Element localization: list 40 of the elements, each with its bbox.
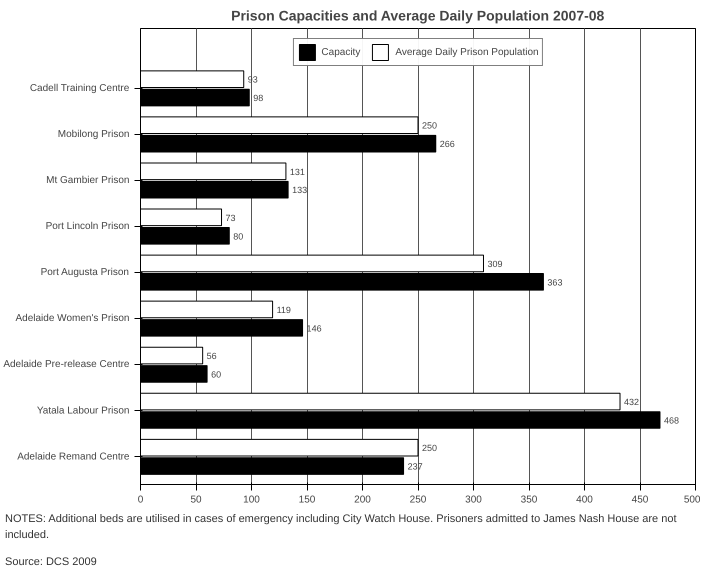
x-tick-label: 500 bbox=[684, 494, 701, 506]
data-label: 80 bbox=[233, 231, 244, 242]
y-tick-label: Port Lincoln Prison bbox=[46, 221, 130, 232]
data-label: 468 bbox=[664, 416, 680, 426]
x-tick-label: 450 bbox=[632, 494, 649, 506]
x-tick-label: 200 bbox=[354, 494, 372, 506]
x-tick-label: 250 bbox=[410, 494, 427, 506]
chart-title: Prison Capacities and Average Daily Population 2007-08 bbox=[231, 8, 605, 24]
data-label: 266 bbox=[440, 139, 455, 150]
data-label: 309 bbox=[487, 258, 503, 269]
y-tick-label: Port Augusta Prison bbox=[40, 267, 129, 278]
data-label: 250 bbox=[422, 443, 438, 454]
data-label: 363 bbox=[547, 277, 562, 288]
x-tick-label: 0 bbox=[138, 494, 144, 506]
data-label: 73 bbox=[226, 212, 236, 223]
y-tick-label: Adelaide Remand Centre bbox=[17, 451, 130, 462]
data-label: 60 bbox=[211, 369, 222, 380]
data-label: 133 bbox=[292, 185, 308, 196]
legend-label: Average Daily Prison Population bbox=[395, 46, 539, 58]
data-label: 56 bbox=[206, 351, 217, 362]
data-label: 131 bbox=[290, 166, 305, 177]
data-label: 432 bbox=[624, 397, 640, 408]
y-tick-label: Adelaide Pre-release Centre bbox=[3, 359, 130, 370]
legend-label: Capacity bbox=[321, 46, 360, 58]
y-tick-label: Mt Gambier Prison bbox=[46, 175, 130, 186]
y-tick-label: Adelaide Women's Prison bbox=[15, 313, 130, 324]
x-tick-label: 50 bbox=[190, 494, 202, 506]
y-tick-label: Cadell Training Centre bbox=[30, 82, 130, 94]
x-tick-label: 300 bbox=[465, 494, 482, 506]
y-tick-label: Mobilong Prison bbox=[58, 128, 130, 140]
data-label: 98 bbox=[253, 93, 264, 104]
data-label: 119 bbox=[276, 304, 291, 315]
x-tick-label: 350 bbox=[520, 494, 538, 506]
y-tick-label: Yatala Labour Prison bbox=[36, 405, 130, 416]
data-label: 250 bbox=[422, 120, 438, 131]
source-note: Source: DCS 2009 bbox=[5, 555, 97, 570]
text: NOTES: Additional beds are utilised in cases of emergency including City Watch House. Prisoners admitted to James Nash House are not included. bbox=[5, 512, 678, 543]
x-tick-label: 150 bbox=[298, 494, 316, 506]
x-tick-label: 400 bbox=[576, 494, 594, 506]
x-tick-label: 100 bbox=[243, 494, 260, 506]
